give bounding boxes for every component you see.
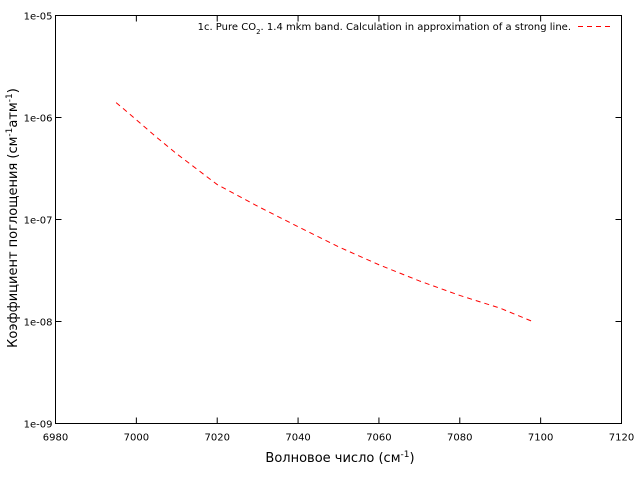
x-tick-label: 7020 bbox=[204, 433, 229, 444]
x-tick-label: 7000 bbox=[124, 433, 149, 444]
x-tick-label: 7120 bbox=[609, 433, 634, 444]
x-tick-label: 7040 bbox=[285, 433, 310, 444]
y-axis-title: Коэффициент поглощения (см-1атм-1) bbox=[5, 88, 21, 348]
y-tick-label: 1e-09 bbox=[24, 420, 53, 431]
x-tick-label: 6980 bbox=[43, 433, 68, 444]
x-axis-ticks: 6980 7000 7020 7040 7060 7080 7100 7120 bbox=[43, 15, 634, 444]
x-tick-label: 7100 bbox=[528, 433, 553, 444]
legend: 1c. Pure CO2. 1.4 mkm band. Calculation … bbox=[198, 22, 612, 36]
series-layer bbox=[115, 102, 533, 322]
legend-label: 1c. Pure CO2. 1.4 mkm band. Calculation … bbox=[198, 22, 571, 36]
plot-area bbox=[55, 15, 622, 424]
x-tick-label: 7080 bbox=[447, 433, 472, 444]
y-tick-label: 1e-08 bbox=[24, 318, 53, 329]
y-tick-label: 1e-06 bbox=[24, 114, 53, 125]
series-line bbox=[115, 102, 533, 322]
x-axis-title: Волновое число (см-1) bbox=[265, 450, 414, 466]
y-tick-label: 1e-05 bbox=[24, 12, 53, 23]
y-axis-ticks: 1e-09 1e-08 1e-07 1e-06 1e-05 bbox=[24, 12, 622, 431]
x-tick-label: 7060 bbox=[366, 433, 391, 444]
y-tick-label: 1e-07 bbox=[24, 216, 53, 227]
